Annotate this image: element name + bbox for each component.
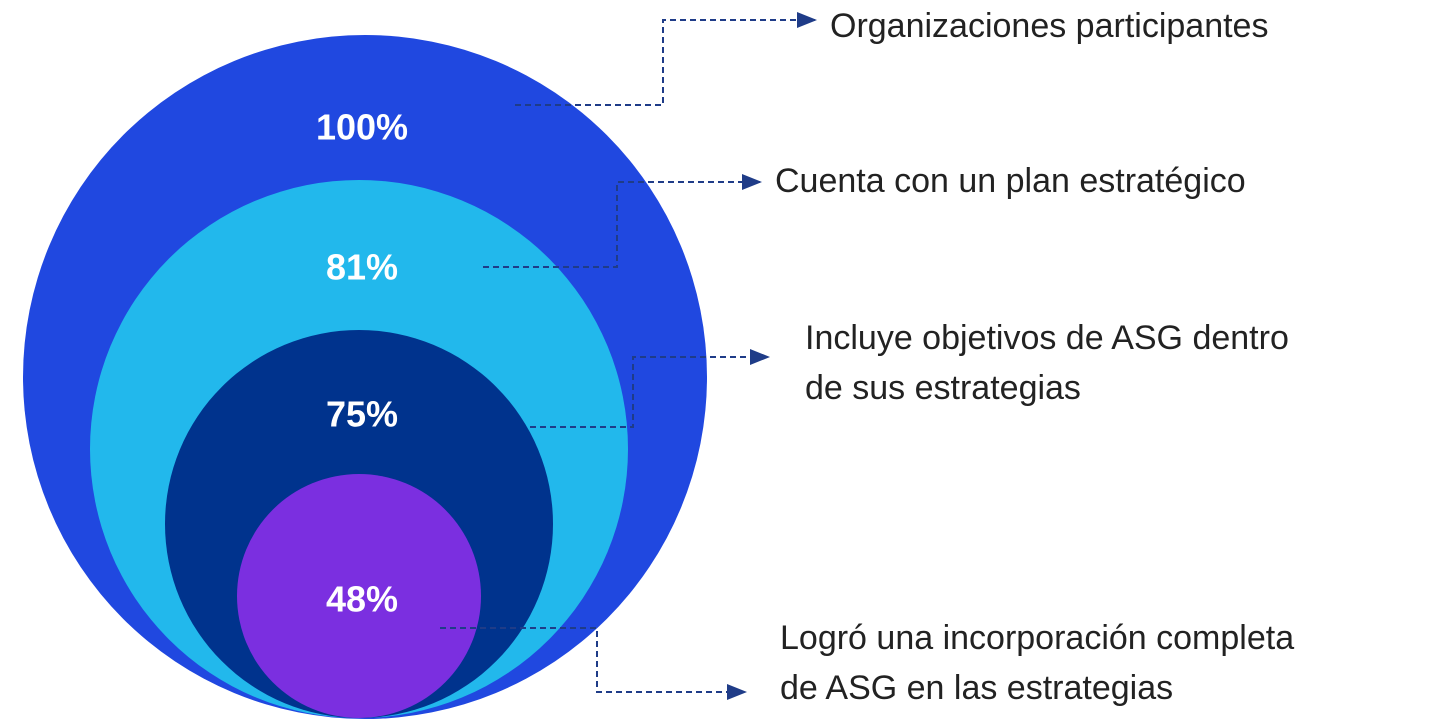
circle-inner — [237, 474, 481, 718]
label: de sus estrategias — [805, 369, 1081, 407]
percentage: 81% — [326, 247, 398, 288]
label: Logró una incorporación completa — [780, 619, 1294, 657]
connector — [530, 349, 770, 428]
label: de ASG en las estrategias — [780, 669, 1173, 707]
connector — [483, 174, 762, 268]
connector — [515, 12, 817, 106]
connector — [440, 627, 747, 700]
percentage: 75% — [326, 394, 398, 435]
percentage: 48% — [326, 579, 398, 620]
label: Incluye objetivos de ASG dentro — [805, 319, 1289, 357]
label: Organizaciones participantes — [830, 7, 1268, 45]
percentage: 100% — [316, 107, 408, 148]
label: Cuenta con un plan estratégico — [775, 162, 1246, 200]
